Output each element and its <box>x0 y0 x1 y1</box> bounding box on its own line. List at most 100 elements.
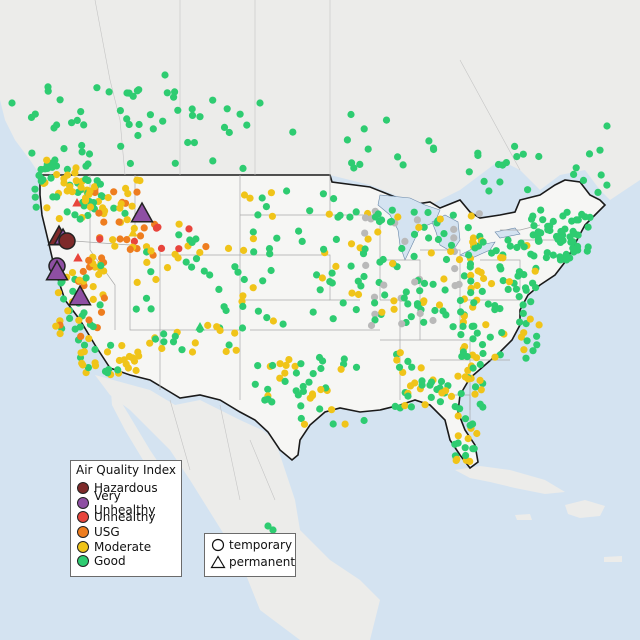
site-marker <box>477 386 485 394</box>
site-marker <box>135 352 143 360</box>
site-marker <box>464 435 472 443</box>
site-marker <box>473 329 481 337</box>
site-marker <box>169 338 178 346</box>
site-marker <box>382 116 391 124</box>
site-marker <box>410 252 418 260</box>
site-marker <box>477 268 485 277</box>
site-marker <box>347 240 356 248</box>
site-marker <box>450 234 458 242</box>
legend-item-unhealthy: Unhealthy <box>71 510 181 525</box>
site-marker <box>463 353 471 361</box>
site-marker <box>202 243 210 251</box>
site-marker <box>111 242 119 250</box>
site-marker <box>282 361 290 369</box>
site-marker <box>319 190 327 198</box>
site-marker <box>63 171 72 179</box>
site-marker <box>352 363 361 371</box>
site-marker <box>527 298 535 306</box>
site-marker <box>585 150 594 158</box>
site-marker <box>440 275 448 283</box>
site-marker <box>222 306 230 315</box>
site-marker <box>84 364 92 372</box>
site-marker <box>55 215 63 223</box>
site-marker <box>107 341 115 349</box>
site-marker <box>216 326 224 335</box>
site-marker <box>269 361 277 370</box>
site-marker <box>84 211 92 220</box>
site-marker <box>91 345 99 354</box>
site-marker <box>86 203 95 211</box>
site-marker <box>413 300 422 308</box>
site-marker <box>295 227 303 235</box>
site-marker <box>427 378 436 386</box>
site-marker <box>486 333 494 341</box>
site-marker <box>485 187 493 195</box>
site-marker <box>28 149 36 157</box>
site-marker <box>563 208 571 216</box>
site-marker <box>404 357 412 365</box>
site-marker <box>71 325 79 333</box>
site-marker <box>505 278 513 286</box>
site-marker <box>579 176 588 184</box>
site-marker <box>371 310 379 318</box>
site-marker <box>85 256 93 264</box>
site-marker <box>251 380 259 388</box>
site-marker <box>457 331 465 339</box>
site-marker <box>78 141 86 150</box>
site-marker <box>306 207 314 215</box>
site-marker <box>52 322 60 330</box>
site-marker <box>264 522 272 530</box>
site-marker <box>85 316 93 324</box>
usg-swatch <box>77 526 89 539</box>
site-marker <box>467 271 475 279</box>
site-marker <box>464 224 472 232</box>
site-marker <box>147 247 155 255</box>
site-marker <box>316 405 324 413</box>
site-marker <box>390 305 398 313</box>
site-marker <box>82 274 90 282</box>
site-marker <box>348 159 356 167</box>
site-marker <box>566 254 574 262</box>
site-marker <box>449 323 457 331</box>
site-marker <box>597 171 605 179</box>
site-marker <box>594 188 602 196</box>
site-marker <box>393 356 401 364</box>
site-marker <box>473 429 481 438</box>
site-marker <box>238 324 247 332</box>
site-marker <box>530 252 538 260</box>
site-marker <box>341 420 349 428</box>
site-marker <box>71 211 79 219</box>
site-marker <box>400 294 408 302</box>
site-marker <box>429 280 437 288</box>
site-marker <box>152 275 160 284</box>
site-marker <box>530 222 538 230</box>
site-marker <box>462 451 470 460</box>
legend-item-hazardous: Hazardous <box>71 481 181 496</box>
site-marker <box>596 146 604 154</box>
site-marker <box>484 300 492 308</box>
site-marker <box>466 421 474 429</box>
site-marker <box>31 185 39 193</box>
site-marker <box>60 179 68 187</box>
site-marker <box>460 272 468 280</box>
site-marker <box>96 180 104 188</box>
site-marker <box>506 242 514 250</box>
site-marker <box>398 320 406 328</box>
site-marker <box>535 321 543 329</box>
site-marker <box>535 152 543 161</box>
site-marker <box>154 223 162 231</box>
site-marker <box>360 272 368 281</box>
site-marker <box>469 335 477 343</box>
site-marker <box>471 244 479 252</box>
site-marker <box>378 216 386 224</box>
site-marker <box>234 268 242 276</box>
site-marker <box>371 316 379 324</box>
site-marker <box>254 211 262 219</box>
site-marker <box>123 115 131 123</box>
site-marker <box>523 337 531 345</box>
site-marker <box>456 296 464 305</box>
legend-item-moderate: Moderate <box>71 539 181 554</box>
site-marker <box>461 415 470 423</box>
site-marker <box>171 159 179 167</box>
site-marker <box>315 353 324 362</box>
